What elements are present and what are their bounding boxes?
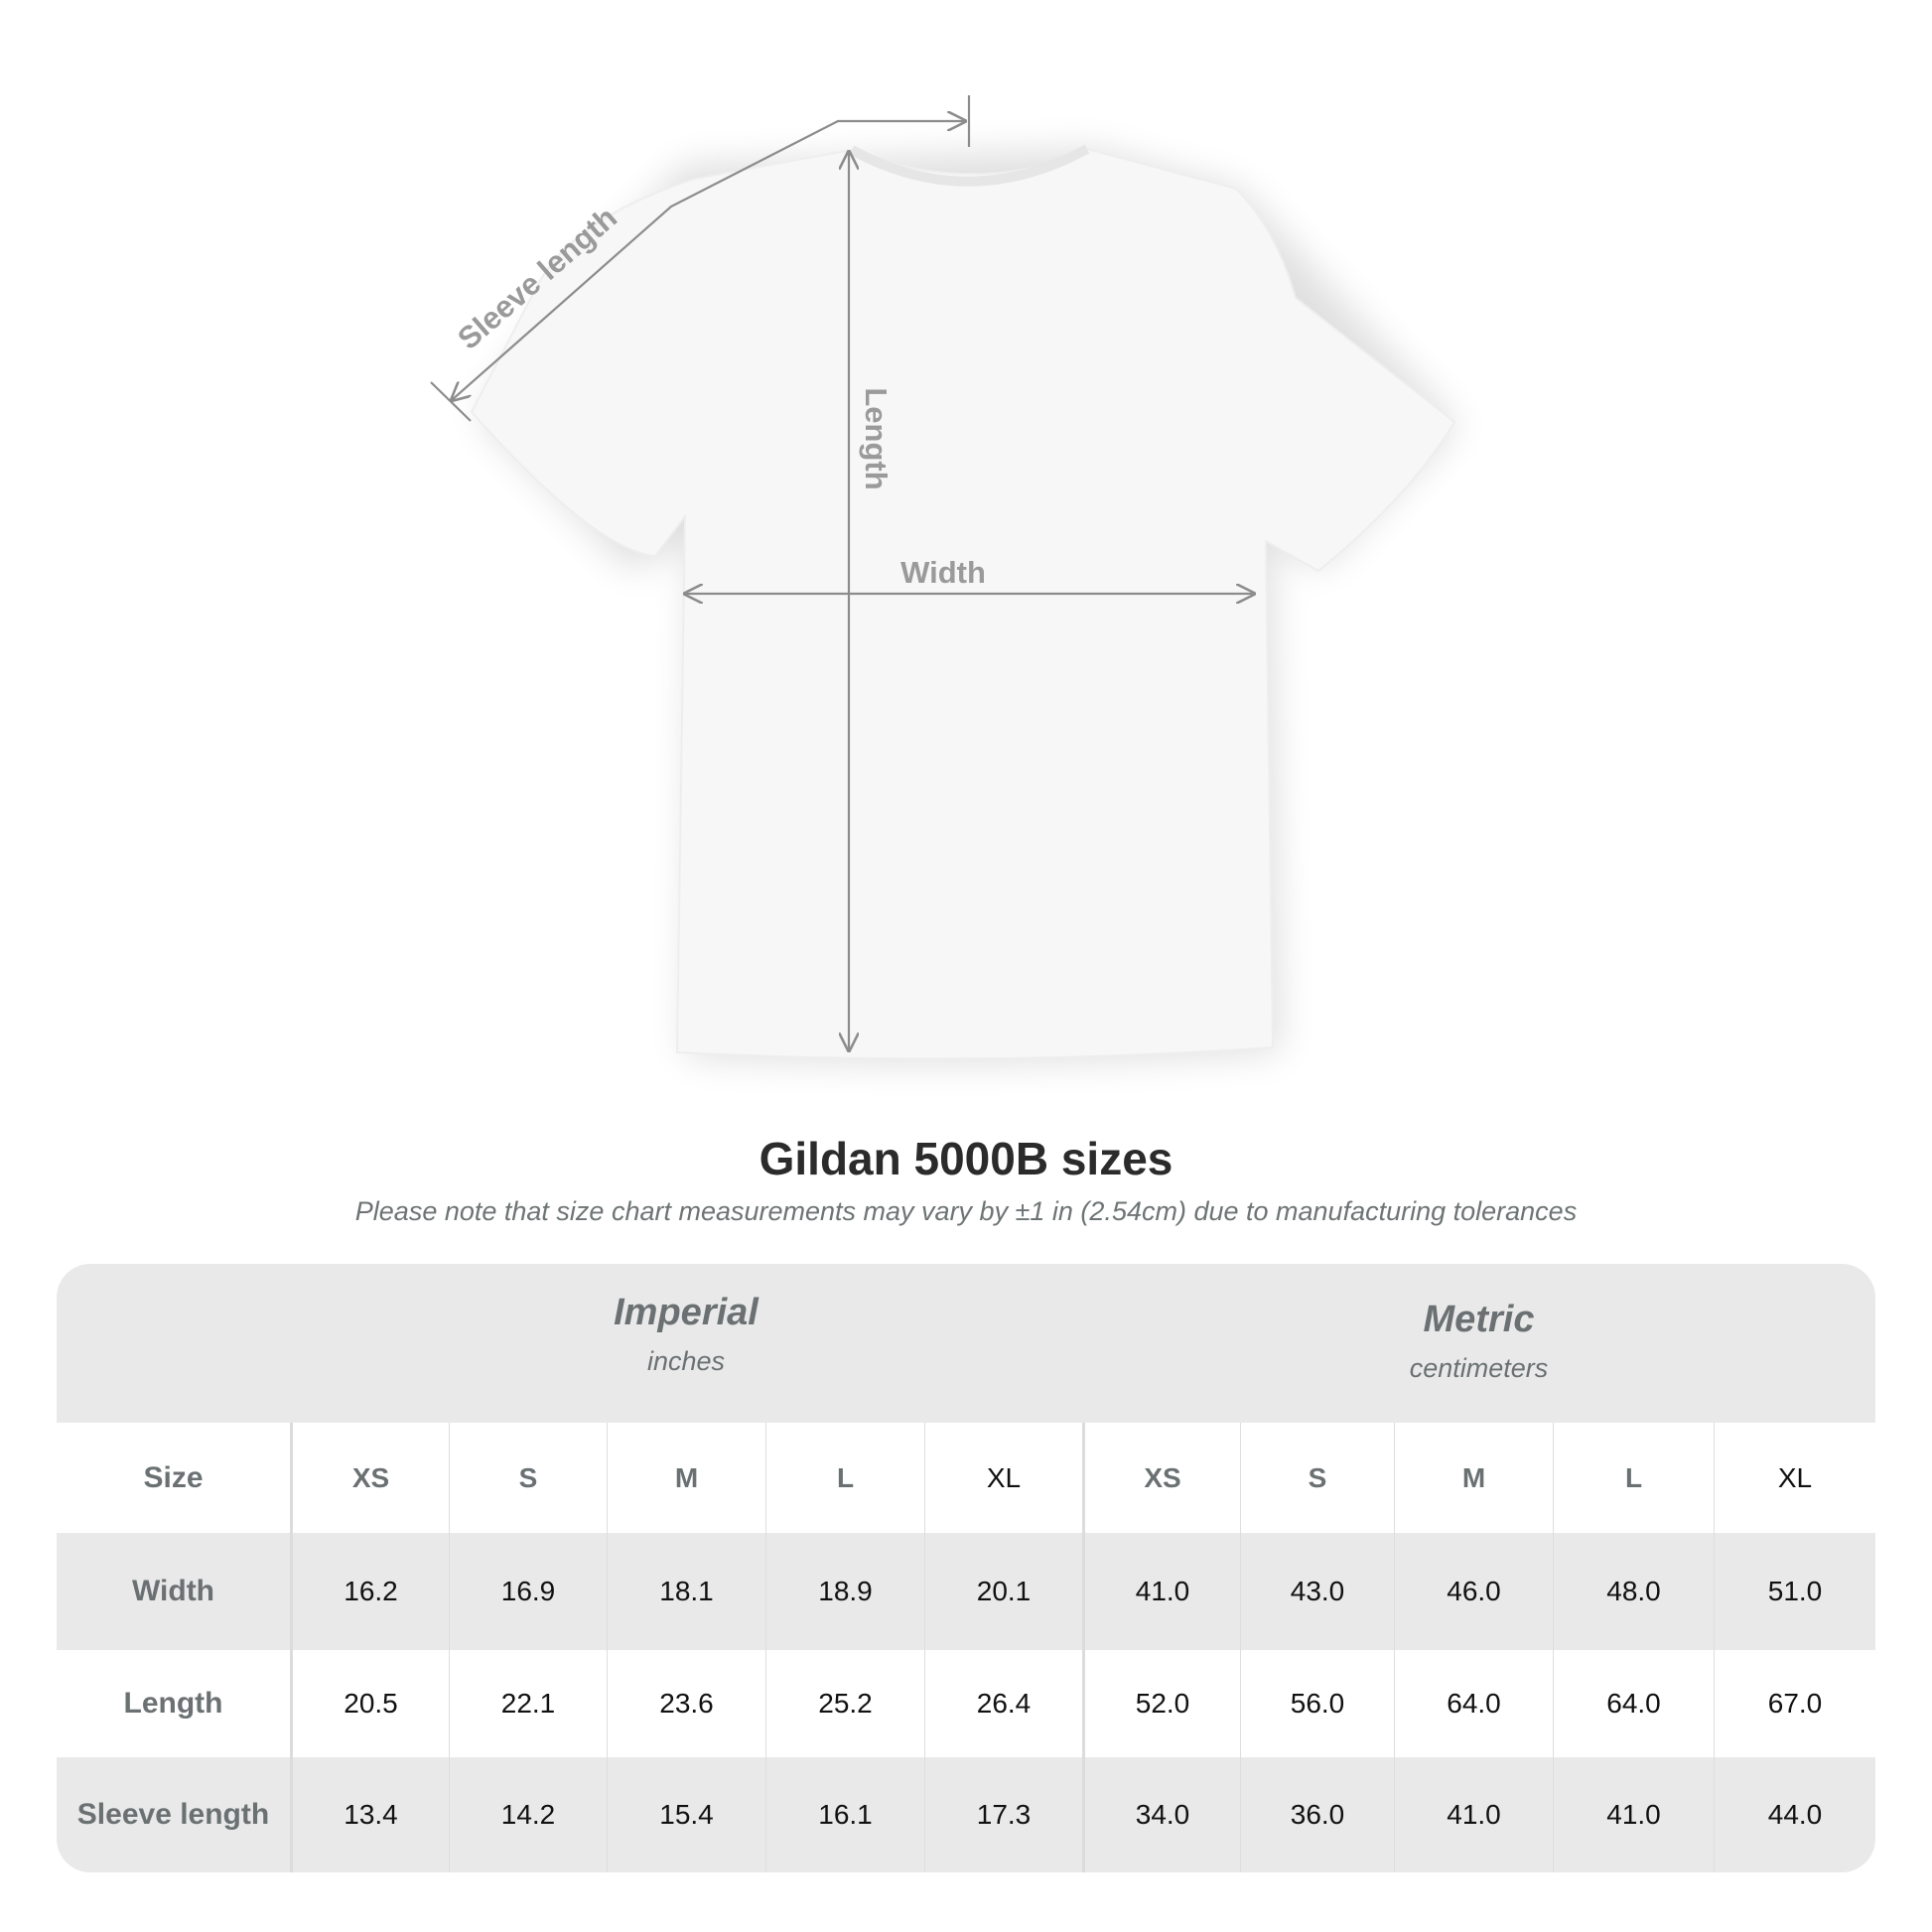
metric-unit: centimeters: [1409, 1353, 1549, 1383]
metric-value: 41.0: [1082, 1533, 1240, 1650]
sleeve-tick-bottom: [430, 381, 472, 422]
metric-value: 56.0: [1240, 1650, 1394, 1757]
metric-value: 64.0: [1394, 1650, 1553, 1757]
imperial-value: 22.1: [449, 1650, 607, 1757]
tolerance-note: Please note that size chart measurements…: [354, 1196, 1578, 1226]
sleeve-length-arrow: [452, 121, 965, 400]
imperial-value: 16.1: [765, 1757, 924, 1872]
table-row: Sleeve length 13.4 14.2 15.4 16.1 17.3 34.0 36.…: [57, 1757, 1875, 1872]
metric-value: 43.0: [1240, 1533, 1394, 1650]
imperial-value: 18.9: [765, 1533, 924, 1650]
size-header-metric-xl: XL: [1714, 1423, 1875, 1533]
size-header-imperial-m: M: [607, 1423, 765, 1533]
table-row: Width 16.2 16.9 18.1 18.9 20.1 41.0 43.0 46.0 48.…: [57, 1533, 1875, 1650]
imperial-value: 15.4: [607, 1757, 765, 1872]
metric-value: 64.0: [1553, 1650, 1714, 1757]
row-label: Length: [123, 1687, 223, 1720]
metric-value: 41.0: [1553, 1757, 1714, 1872]
width-label: Width: [900, 555, 986, 590]
size-header-metric-s: S: [1240, 1423, 1394, 1533]
metric-value: 44.0: [1714, 1757, 1875, 1872]
imperial-value: 26.4: [924, 1650, 1082, 1757]
metric-value: 51.0: [1714, 1533, 1875, 1650]
imperial-unit: inches: [646, 1346, 726, 1376]
imperial-value: 16.9: [449, 1533, 607, 1650]
imperial-value: 25.2: [765, 1650, 924, 1757]
imperial-value: 20.5: [290, 1650, 449, 1757]
metric-value: 36.0: [1240, 1757, 1394, 1872]
metric-value: 46.0: [1394, 1533, 1553, 1650]
length-label: Length: [859, 387, 894, 489]
metric-title: Metric: [1423, 1299, 1535, 1340]
imperial-value: 20.1: [924, 1533, 1082, 1650]
imperial-header: Imperial inches: [290, 1292, 1082, 1450]
size-header-metric-xs: XS: [1082, 1423, 1240, 1533]
imperial-title: Imperial: [614, 1292, 759, 1333]
size-header-metric-m: M: [1394, 1423, 1553, 1533]
row-label: Sleeve length: [76, 1798, 270, 1831]
metric-header: Metric centimeters: [1082, 1299, 1875, 1457]
metric-value: 48.0: [1553, 1533, 1714, 1650]
tshirt-measurement-diagram: Sleeve length Length Width: [430, 95, 1459, 1064]
size-header-imperial-xl: XL: [924, 1423, 1082, 1533]
imperial-value: 13.4: [290, 1757, 449, 1872]
imperial-value: 16.2: [290, 1533, 449, 1650]
imperial-value: 17.3: [924, 1757, 1082, 1872]
size-header-imperial-xs: XS: [290, 1423, 449, 1533]
page-title: Gildan 5000B sizes: [759, 1133, 1173, 1184]
size-header-imperial-l: L: [765, 1423, 924, 1533]
size-label: Size: [143, 1460, 204, 1494]
size-chart-table: Imperial inches Metric centimeters Size X…: [57, 1264, 1875, 1872]
imperial-value: 23.6: [607, 1650, 765, 1757]
size-header-metric-l: L: [1553, 1423, 1714, 1533]
imperial-value: 18.1: [607, 1533, 765, 1650]
table-row: Length 20.5 22.1 23.6 25.2 26.4 52.0 56.0 64.0 64…: [57, 1650, 1875, 1757]
metric-value: 67.0: [1714, 1650, 1875, 1757]
size-header-imperial-s: S: [449, 1423, 607, 1533]
metric-value: 34.0: [1082, 1757, 1240, 1872]
size-header-row: Size XS S M L XL XS S M L XL: [57, 1423, 1875, 1533]
metric-value: 41.0: [1394, 1757, 1553, 1872]
metric-value: 52.0: [1082, 1650, 1240, 1757]
imperial-value: 14.2: [449, 1757, 607, 1872]
row-label: Width: [131, 1575, 215, 1607]
